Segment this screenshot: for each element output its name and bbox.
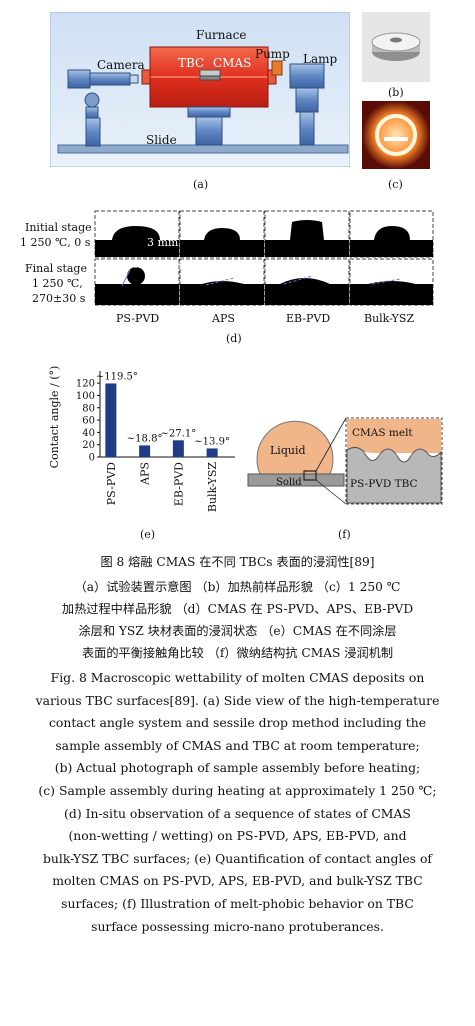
initial-stage-label: Initial stage: [25, 221, 92, 234]
bar-value-label: ~27.1°: [161, 428, 197, 439]
caption-en-line: (d) In-situ observation of a sequence of…: [64, 805, 411, 821]
caption-cn-body: （a）试验装置示意图 （b）加热前样品形貌 （c）1 250 ℃ 加热过程中样品…: [10, 576, 465, 664]
final-row: [94, 258, 434, 306]
label-liquid: Liquid: [270, 444, 306, 457]
bar-value-label: ~18.8°: [127, 433, 163, 444]
caption-cn-line: （a）试验装置示意图 （b）加热前样品形貌 （c）1 250 ℃: [74, 580, 401, 594]
caption-en-line: (c) Sample assembly during heating at ap…: [38, 782, 437, 798]
label-camera: Camera: [97, 58, 145, 72]
label-ps-pvd-tbc: PS-PVD TBC: [350, 478, 418, 490]
lamp-icon: [289, 63, 325, 146]
setup-diagram: [49, 11, 351, 168]
caption-en-line: (b) Actual photograph of sample assembly…: [54, 760, 421, 776]
label-tbc: TBC: [178, 56, 205, 70]
cmas-melt-layer: [347, 419, 441, 453]
caption-en-line: (non-wetting / wetting) on PS-PVD, APS, …: [68, 828, 407, 844]
label-slide: Slide: [146, 133, 177, 147]
slide-rail: [57, 144, 349, 154]
sample-photo-during-heating: [362, 101, 430, 169]
sample-photo-before-heating: [362, 12, 430, 82]
label-cmas: CMAS: [213, 56, 252, 70]
bar-bulk-ysz: [206, 448, 218, 457]
panel-a-figure: [49, 11, 351, 168]
caption-en-line: molten CMAS on PS-PVD, APS, EB-PVD, and …: [52, 873, 423, 889]
y-tick-label: 20: [82, 440, 95, 451]
y-tick-label: 120: [76, 379, 95, 390]
panel-d-tag: (d): [226, 332, 242, 345]
in-situ-image-grid: [94, 210, 434, 306]
caption-en-line: various TBC surfaces[89]. (a) Side view …: [35, 692, 440, 708]
column-label-aps: APS: [212, 312, 235, 325]
y-tick-label: 40: [82, 428, 95, 439]
contact-angle-annotation: Contact angle: [127, 261, 184, 270]
label-cmas-melt: CMAS melt: [352, 427, 413, 439]
label-lamp: Lamp: [303, 52, 338, 66]
sample-disk-image: [371, 32, 421, 61]
panel-c-tag: (c): [388, 178, 403, 191]
final-time-label: 270±30 s: [32, 292, 86, 305]
y-axis-label: Contact angle / (°): [48, 366, 61, 469]
y-tick-label: 80: [82, 403, 95, 414]
bar-aps: [139, 445, 151, 457]
protuberance-surface: [346, 446, 442, 504]
caption-cn-title: 图 8 熔融 CMAS 在不同 TBCs 表面的浸润性[89]: [100, 555, 375, 569]
caption-en-body: Fig. 8 Macroscopic wettability of molten…: [8, 667, 467, 938]
bar-value-label: ~13.9°: [194, 436, 230, 447]
bar-value-label: ~119.5°: [96, 371, 138, 382]
bar-eb-pvd: [172, 440, 184, 457]
panel-b-tag: (b): [388, 86, 404, 99]
camera-icon: [67, 69, 139, 147]
caption-en-line: contact angle system and sessile drop me…: [48, 715, 427, 731]
x-tick-label: PS-PVD: [105, 462, 118, 505]
y-tick-label: 60: [82, 416, 95, 427]
y-tick-label: 0: [89, 453, 95, 464]
furnace-icon: [141, 46, 277, 146]
wetting-sequence-images: [94, 210, 434, 306]
y-tick-label: 100: [76, 391, 95, 402]
wetting-mechanism-diagram: [247, 417, 443, 505]
contact-angle-chart: 0 20 40 60 80 100 120 Contact angle / (°) ~119.5…: [40, 355, 240, 525]
label-pump: Pump: [255, 47, 290, 61]
caption-cn-line: 表面的平衡接触角比较 （f）微纳结构抗 CMAS 浸润机制: [81, 646, 394, 660]
caption-en-line: sample assembly of CMAS and TBC at room …: [55, 737, 420, 753]
zoom-box: [303, 470, 317, 481]
bar-ps-pvd: [105, 383, 117, 457]
melt-phobic-illustration: [246, 410, 444, 506]
pump-icon: [271, 60, 283, 76]
final-stage-label: Final stage: [25, 262, 87, 275]
panel-a-tag: (a): [193, 178, 209, 191]
liquid-droplet: [256, 420, 334, 475]
caption-cn-line: 加热过程中样品形貌 （d）CMAS 在 PS-PVD、APS、EB-PVD: [61, 602, 414, 616]
final-temp-label: 1 250 ℃,: [32, 277, 83, 290]
initial-row: [94, 210, 434, 258]
x-tick-label: EB-PVD: [172, 462, 185, 506]
caption-en-line: surface possessing micro-nano protuberan…: [91, 918, 384, 934]
caption-en-line: surfaces; (f) Illustration of melt-phobi…: [61, 895, 414, 911]
initial-temp-label: 1 250 ℃, 0 s: [20, 236, 91, 249]
x-tick-label: APS: [139, 462, 152, 486]
panel-f-tag: (f): [338, 528, 351, 541]
label-furnace: Furnace: [196, 28, 247, 42]
column-label-ps-pvd: PS-PVD: [116, 312, 160, 325]
column-label-bulk-ysz: Bulk-YSZ: [364, 312, 415, 325]
caption-en-line: Fig. 8 Macroscopic wettability of molten…: [50, 670, 425, 685]
scale-bar-label: 3 mm: [147, 236, 179, 249]
label-solid: Solid: [276, 477, 302, 488]
heated-sample-image: [362, 101, 430, 169]
caption-cn-line: 涂层和 YSZ 块材表面的浸润状态 （e）CMAS 在不同涂层: [78, 624, 397, 638]
column-label-eb-pvd: EB-PVD: [286, 312, 331, 325]
caption-en-line: bulk-YSZ TBC surfaces; (e) Quantificatio…: [42, 850, 433, 866]
panel-e-tag: (e): [140, 528, 156, 541]
x-tick-label: Bulk-YSZ: [206, 462, 219, 512]
